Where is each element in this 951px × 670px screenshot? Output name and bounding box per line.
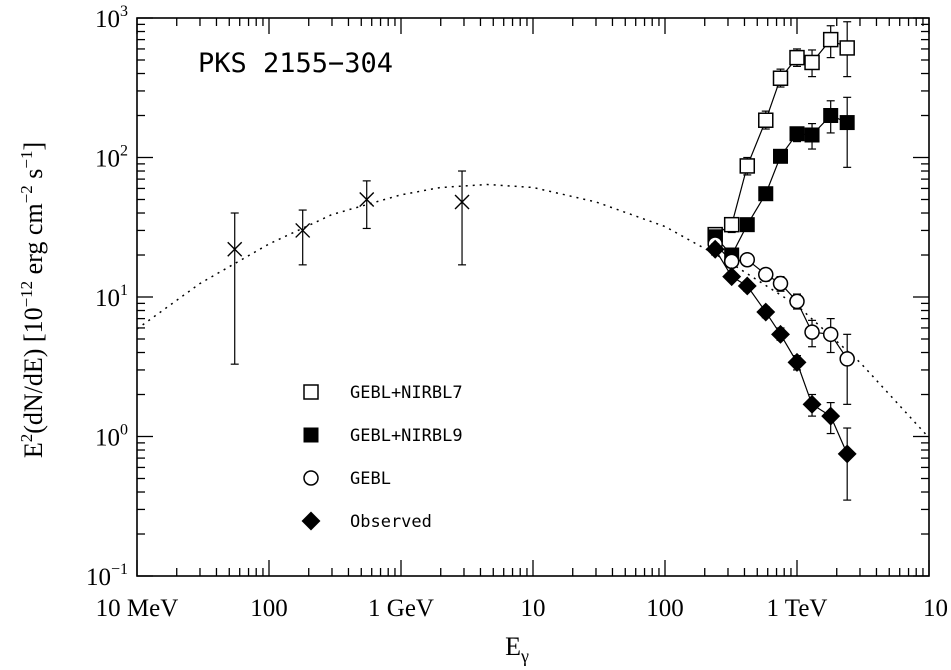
x-tick-label: 10 xyxy=(521,595,546,622)
y-axis-title-sq: 2 xyxy=(17,434,36,443)
data-point xyxy=(771,324,790,344)
legend-label: GEBL+NIRBL7 xyxy=(350,383,463,403)
y-axis-title-exp3: −1 xyxy=(17,151,36,169)
series-gebl-nirbl9 xyxy=(707,96,855,263)
data-point xyxy=(739,158,756,174)
x-tick-label: 10 MeV xyxy=(96,595,179,622)
data-point xyxy=(737,276,757,296)
y-tick-label-base: 10 xyxy=(86,564,111,591)
data-point xyxy=(758,266,774,283)
y-tick-label: 102 xyxy=(95,143,128,173)
data-point xyxy=(789,49,805,66)
y-tick-label-exp: 3 xyxy=(120,3,128,20)
y-tick-label-base: 10 xyxy=(95,425,120,452)
x-tick-label: 100 xyxy=(646,595,684,622)
data-point xyxy=(758,186,774,202)
x-tick-label: 1 TeV xyxy=(767,595,828,622)
data-point xyxy=(802,394,822,414)
legend-marker xyxy=(303,384,319,400)
x-axis-title-base: E xyxy=(505,632,521,661)
y-tick-label-exp: 2 xyxy=(120,143,128,160)
data-point xyxy=(839,115,855,131)
series-layer xyxy=(227,21,857,501)
legend-marker xyxy=(301,511,321,531)
x-axis-title: Eγ xyxy=(505,632,529,666)
data-point xyxy=(804,127,820,143)
data-point xyxy=(359,191,375,207)
data-point xyxy=(839,40,855,56)
data-point xyxy=(773,148,789,164)
data-point xyxy=(822,31,839,48)
data-point xyxy=(756,302,776,322)
y-axis-title-prefix: E xyxy=(19,442,48,458)
x-tick-label: 1 GeV xyxy=(368,595,434,622)
series-gebl xyxy=(707,236,855,405)
y-axis-title-mid: (dN/dE) [10 xyxy=(19,307,48,433)
legend-label: GEBL xyxy=(350,469,391,489)
y-tick-label-base: 10 xyxy=(95,6,120,33)
model-curve-path xyxy=(136,183,930,439)
y-tick-label-exp: −1 xyxy=(111,561,128,578)
y-tick-label: 103 xyxy=(95,3,128,33)
data-point xyxy=(822,326,839,343)
x-tick-labels: 10 MeV 100 1 GeV 10 100 1 TeV 10 xyxy=(96,595,948,622)
y-tick-label-base: 10 xyxy=(95,285,120,312)
data-point xyxy=(839,351,855,367)
y-tick-label-base: 10 xyxy=(95,146,120,173)
data-point xyxy=(772,70,789,86)
data-point xyxy=(823,108,839,124)
data-point xyxy=(739,251,756,268)
data-point xyxy=(723,216,740,233)
data-point xyxy=(739,217,755,233)
y-axis-title-exp2: −2 xyxy=(17,185,36,203)
y-tick-label-exp: 0 xyxy=(120,422,128,439)
series-low-energy xyxy=(227,170,470,365)
data-point xyxy=(837,444,857,464)
y-axis-title: E2(dN/dE) [10−12 erg cm−2 s−1] xyxy=(17,142,48,458)
legend: GEBL+NIRBL7 GEBL+NIRBL9 GEBL Observed xyxy=(301,383,463,532)
y-axis-title-mid2: erg cm xyxy=(19,203,48,281)
legend-marker xyxy=(303,470,319,486)
data-point xyxy=(295,222,311,238)
data-point xyxy=(454,194,470,210)
data-point xyxy=(705,239,725,259)
data-point xyxy=(804,54,820,71)
model-curve xyxy=(136,183,930,439)
data-point xyxy=(772,275,789,292)
data-point xyxy=(821,406,841,426)
legend-label: GEBL+NIRBL9 xyxy=(350,426,463,446)
legend-label: Observed xyxy=(350,512,432,532)
plot-frame xyxy=(136,17,930,577)
y-axis-title-exp1: −12 xyxy=(17,281,36,308)
data-point xyxy=(758,112,774,128)
series-line xyxy=(714,114,848,257)
data-point xyxy=(227,241,243,257)
series-gebl-nirbl7 xyxy=(707,21,855,243)
x-tick-label: 10 xyxy=(923,595,948,622)
data-point xyxy=(789,293,805,310)
series-observed xyxy=(705,239,857,501)
x-axis-title-sub: γ xyxy=(520,646,529,666)
x-tick-label: 100 xyxy=(250,595,288,622)
y-tick-label: 101 xyxy=(95,282,128,312)
data-point xyxy=(804,324,820,340)
y-tick-label: 100 xyxy=(95,422,128,452)
data-point xyxy=(789,126,805,142)
axis-ticks xyxy=(136,17,930,577)
data-point xyxy=(722,267,742,287)
plot-border xyxy=(136,17,930,577)
y-tick-label-exp: 1 xyxy=(120,282,128,299)
data-point xyxy=(787,352,807,372)
y-axis-title-end: ] xyxy=(19,142,48,151)
data-point xyxy=(723,253,740,270)
chart-title: PKS 2155−304 xyxy=(198,48,393,79)
y-tick-label: 10−1 xyxy=(86,561,128,591)
legend-marker xyxy=(303,427,319,443)
y-axis-title-mid3: s xyxy=(19,169,48,186)
